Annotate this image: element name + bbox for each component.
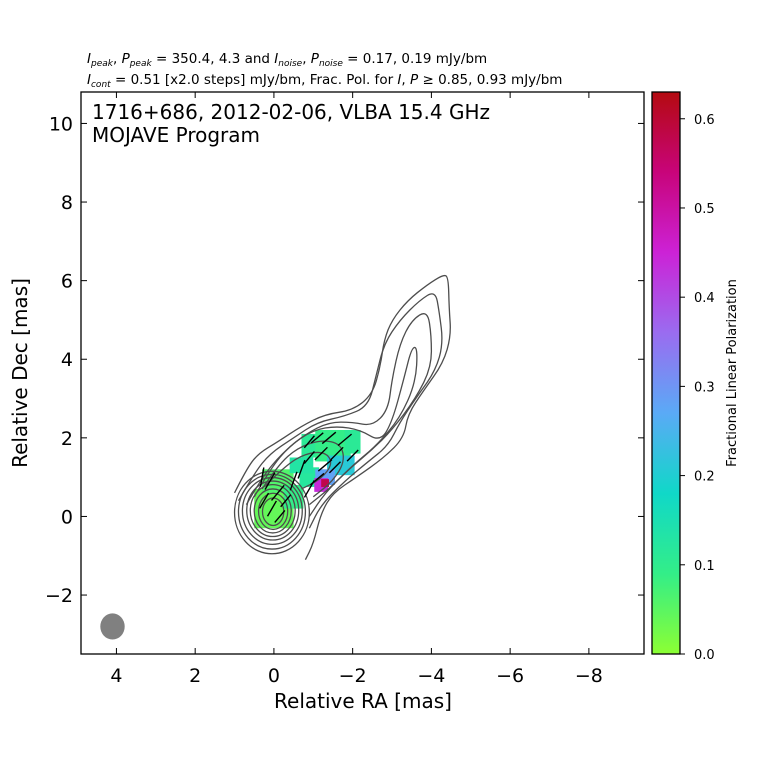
- evpa-tick-1: [264, 472, 276, 490]
- pol-pixel-4: [289, 457, 314, 474]
- x-tick-label-1: 2: [189, 665, 201, 687]
- y-tick-label-6: 10: [49, 113, 73, 135]
- header-line-1: Ipeak, Ppeak = 350.4, 4.3 and Inoise, Pn…: [87, 51, 487, 69]
- x-tick-label-5: −6: [496, 665, 524, 687]
- evpa-tick-20: [328, 461, 342, 474]
- evpa-tick-16: [330, 446, 344, 461]
- cb-tick-label-1: 0.1: [694, 559, 715, 574]
- colorbar: [652, 92, 680, 654]
- evpa-tick-12: [303, 451, 315, 464]
- cb-tick-label-4: 0.4: [694, 291, 715, 306]
- cb-tick-label-5: 0.5: [694, 202, 715, 217]
- y-tick-label-1: 0: [61, 506, 73, 528]
- y-tick-label-2: 2: [61, 428, 73, 450]
- evpa-tick-15: [321, 431, 337, 445]
- cb-tick-label-2: 0.2: [694, 470, 715, 485]
- y-tick-label-3: 4: [61, 349, 73, 371]
- y-tick-label-4: 6: [61, 271, 73, 293]
- x-tick-label-0: 4: [110, 665, 122, 687]
- core-contour-5: [253, 488, 292, 534]
- jet-contour-3: [253, 346, 418, 506]
- y-axis-label: Relative Dec [mas]: [8, 278, 32, 468]
- jet-contour-2: [245, 313, 433, 517]
- colorbar-frame: [651, 91, 681, 655]
- header-line-2: Icont = 0.51 [x2.0 steps] mJy/bm, Frac. …: [87, 72, 562, 90]
- x-tick-label-4: −4: [417, 665, 445, 687]
- evpa-tick-10: [309, 472, 325, 486]
- plot-frame: [80, 91, 645, 655]
- evpa-tick-7: [289, 471, 298, 491]
- evpa-tick-6: [280, 494, 292, 508]
- y-tick-label-5: 8: [61, 192, 73, 214]
- evpa-tick-4: [266, 500, 277, 517]
- evpa-tick-3: [259, 492, 270, 509]
- cb-tick-label-6: 0.6: [694, 113, 715, 128]
- evpa-tick-13: [303, 435, 315, 449]
- jet-contour-5: [265, 451, 332, 490]
- x-tick-label-3: −2: [339, 665, 367, 687]
- evpa-tick-18: [346, 449, 359, 462]
- jet-contour-1: [237, 293, 443, 529]
- evpa-layer: [259, 431, 359, 523]
- jet-contour-4: [261, 440, 344, 498]
- axis-ticks: 4 2 0 −2 −4 −6 −8 −2 0 2 4 6 8 10: [45, 92, 644, 687]
- cb-tick-label-0: 0.0: [694, 648, 715, 663]
- evpa-tick-8: [297, 459, 306, 479]
- plot-title-line-2: MOJAVE Program: [92, 123, 260, 147]
- evpa-tick-11: [317, 459, 333, 472]
- evpa-tick-17: [337, 433, 353, 447]
- core-contour-0: [233, 470, 310, 555]
- x-axis-label: Relative RA [mas]: [274, 689, 452, 713]
- colorbar-ticks: 0.0 0.1 0.2 0.3 0.4 0.5 0.6: [680, 113, 715, 663]
- x-tick-label-2: 0: [268, 665, 280, 687]
- evpa-tick-5: [274, 509, 286, 523]
- plot-title-line-1: 1716+686, 2012-02-06, VLBA 15.4 GHz: [92, 100, 490, 124]
- evpa-tick-0: [259, 467, 265, 487]
- pol-pixel-11: [321, 479, 330, 487]
- core-contour-6: [257, 492, 289, 531]
- colorbar-label: Fractional Linear Polarization: [725, 279, 740, 467]
- beam-layer: [100, 613, 125, 640]
- core-contour-3: [246, 480, 300, 541]
- evpa-tick-19: [310, 432, 324, 444]
- contour-layer: [233, 274, 451, 560]
- y-tick-label-0: −2: [45, 585, 73, 607]
- beam-ellipse: [100, 613, 125, 640]
- core-contour-4: [249, 483, 296, 538]
- cb-tick-label-3: 0.3: [694, 380, 715, 395]
- pol-pixel-2: [283, 485, 304, 509]
- evpa-tick-2: [270, 484, 285, 501]
- x-tick-label-6: −8: [575, 665, 603, 687]
- jet-contour-0: [233, 274, 451, 560]
- evpa-tick-14: [314, 446, 328, 461]
